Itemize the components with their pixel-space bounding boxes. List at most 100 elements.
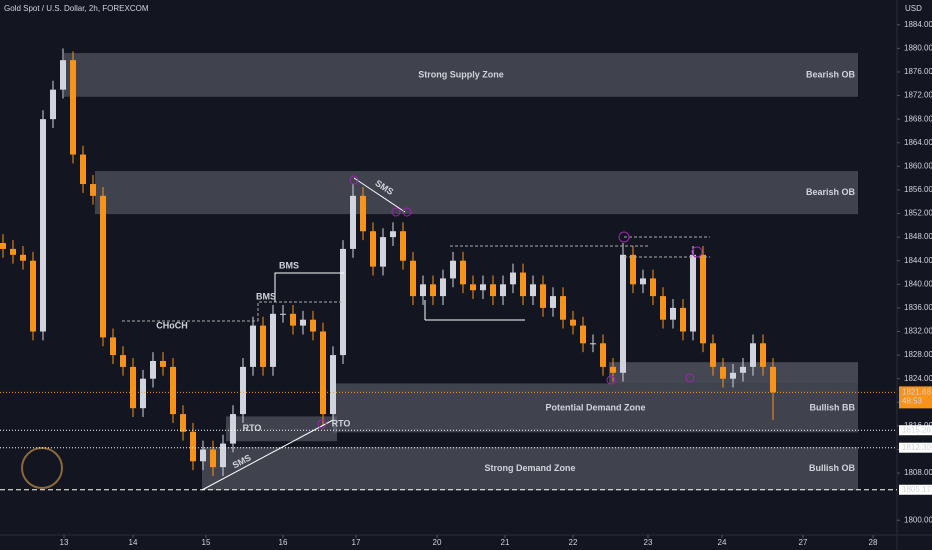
candle-body — [350, 195, 356, 249]
candle-body — [620, 254, 626, 373]
candle-body — [750, 343, 756, 367]
zone-label: Strong Demand Zone — [484, 463, 575, 473]
candle-body — [220, 443, 226, 468]
marker — [691, 246, 703, 258]
sms-line — [201, 419, 334, 491]
candle-body — [510, 272, 516, 285]
candle-body — [390, 231, 396, 238]
currency: USD — [905, 4, 922, 13]
candle-body — [90, 184, 96, 196]
zone-label: Strong Supply Zone — [418, 69, 504, 79]
y-tick-label: 1876.00 — [904, 67, 932, 76]
candle-body — [770, 366, 776, 393]
marker — [402, 207, 412, 217]
y-tick-label: 1868.00 — [904, 114, 932, 123]
candle-body — [430, 284, 436, 297]
y-tick-label: 1800.00 — [904, 515, 932, 524]
candle-body — [410, 260, 416, 297]
candle-body — [730, 372, 736, 379]
candle-body — [700, 254, 706, 344]
y-tick-label: 1808.00 — [904, 468, 932, 477]
candle-body — [360, 195, 366, 232]
candle-body — [680, 307, 686, 332]
x-tick-label: 24 — [718, 538, 727, 547]
y-tick-label: 1880.00 — [904, 43, 932, 52]
zone — [64, 53, 858, 97]
candle-body — [500, 284, 506, 297]
candle-body — [600, 343, 606, 367]
price-label: 1812.30 — [902, 443, 931, 452]
candle-body — [150, 360, 156, 379]
y-tick-label: 1864.00 — [904, 138, 932, 147]
y-tick-label: 1872.00 — [904, 91, 932, 100]
price-label: 1815.26 — [902, 425, 931, 434]
candle-body — [690, 254, 696, 332]
candle-body — [710, 343, 716, 367]
candle-body — [670, 307, 676, 320]
candle-body — [570, 319, 576, 326]
x-tick-label: 20 — [433, 538, 442, 547]
last-price-box — [899, 386, 932, 409]
candle-body — [650, 278, 656, 297]
price-label-box — [899, 484, 932, 495]
chart-title: Gold Spot / U.S. Dollar, 2h, FOREXCOM — [4, 4, 149, 13]
drawings — [21, 175, 710, 491]
candles — [0, 48, 776, 477]
candle-body — [720, 366, 726, 379]
x-tick-label: 13 — [60, 538, 69, 547]
countdown: 48:53 — [902, 396, 923, 405]
price-label-box — [899, 442, 932, 453]
marker — [618, 231, 630, 243]
candle-body — [480, 284, 486, 291]
candle-body — [230, 414, 236, 444]
candle-body — [300, 319, 306, 326]
y-tick-label: 1828.00 — [904, 350, 932, 359]
axes: 1800.001808.001812.001816.001820.001824.… — [0, 20, 932, 547]
candle-body — [490, 284, 496, 297]
candle-body — [660, 296, 666, 320]
candle-body — [10, 248, 16, 255]
candle-body — [630, 254, 636, 285]
y-tick-label: 1824.00 — [904, 374, 932, 383]
zone — [202, 447, 858, 491]
zone-side-label: Bearish OB — [806, 69, 856, 79]
x-tick-label: 21 — [501, 538, 510, 547]
candle-body — [170, 366, 176, 415]
candle-body — [240, 366, 246, 415]
bms-line — [274, 272, 344, 302]
y-tick-label: 1840.00 — [904, 279, 932, 288]
zone-side-label: Bearish OB — [806, 187, 856, 197]
candle-body — [160, 360, 166, 367]
last-price-label: 1821.68 — [902, 387, 931, 396]
candle-body — [560, 296, 566, 320]
marker — [685, 373, 695, 383]
zone-label: Potential Demand Zone — [545, 402, 645, 412]
zone — [95, 171, 858, 215]
candle-body — [640, 278, 646, 285]
annotation: BMS — [279, 260, 299, 270]
candle-body — [30, 260, 36, 332]
candle-body — [540, 284, 546, 308]
annotation: CHoCH — [156, 320, 188, 330]
candle-body — [20, 254, 26, 261]
candle-body — [110, 337, 116, 356]
x-tick-label: 16 — [279, 538, 288, 547]
candle-body — [440, 278, 446, 297]
y-tick-label: 1844.00 — [904, 256, 932, 265]
candle-body — [60, 60, 66, 90]
candle-body — [100, 195, 106, 338]
bms-line — [257, 301, 344, 321]
candle-body — [0, 243, 6, 249]
price-label-box — [899, 425, 932, 436]
y-tick-label: 1856.00 — [904, 185, 932, 194]
candle-body — [200, 449, 206, 462]
candle-body — [400, 231, 406, 261]
x-tick-label: 22 — [569, 538, 578, 547]
marker — [317, 419, 327, 429]
candle-body — [550, 296, 556, 308]
candle-body — [80, 154, 86, 185]
x-tick-label: 28 — [869, 538, 878, 547]
candle-body — [40, 119, 46, 332]
price-label: 1805.17 — [902, 485, 931, 494]
candle-body — [260, 325, 266, 367]
